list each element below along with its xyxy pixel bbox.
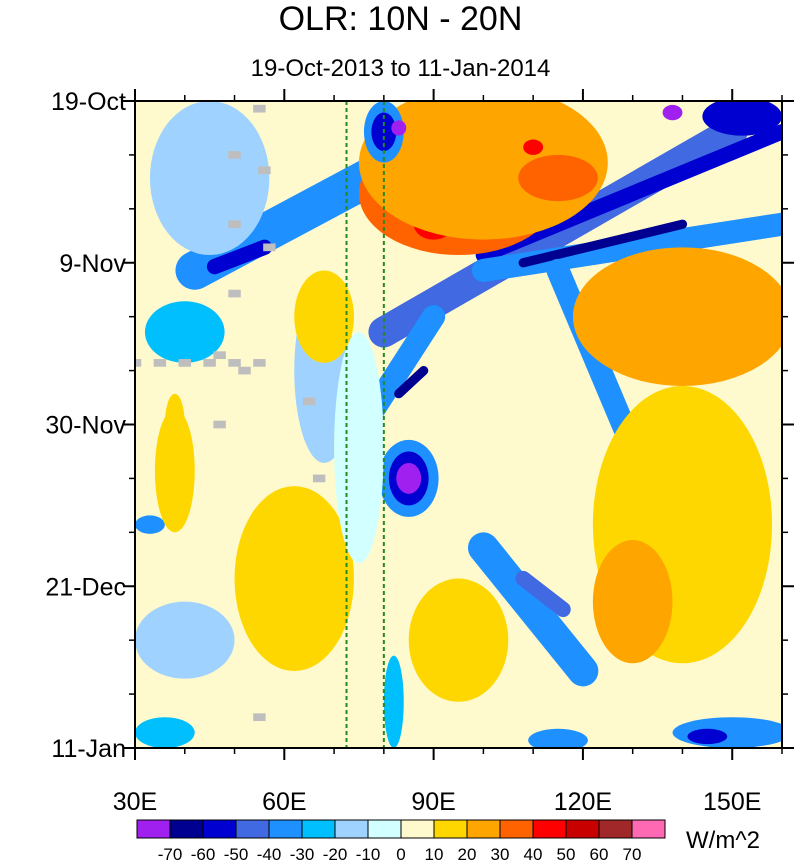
missing-data-cell-17 (253, 713, 266, 722)
colorbar-level-label-0: -70 (158, 845, 183, 863)
colorbar-swatch-9 (433, 819, 468, 839)
colorbar-level-label-9: 20 (458, 845, 477, 863)
missing-data-cell-15 (213, 420, 226, 429)
colorbar-swatch-7 (367, 819, 402, 839)
reference-lines (345, 101, 385, 748)
anomaly-blob-28 (135, 601, 235, 679)
anomaly-blob-42 (144, 301, 225, 363)
missing-data-cell-0 (253, 104, 266, 113)
anomaly-band-6 (362, 305, 446, 421)
colorbar-level-label-12: 50 (557, 845, 576, 863)
anomaly-blob-27 (135, 515, 165, 534)
colorbar-swatch-8 (400, 819, 435, 839)
anomaly-blob-31 (154, 409, 195, 533)
colorbar-swatch-12 (532, 819, 567, 839)
missing-data-cell-1 (228, 151, 241, 159)
colorbar-level-label-10: 30 (491, 845, 510, 863)
colorbar-swatch-13 (565, 819, 600, 839)
missing-data-cell-3 (228, 220, 241, 229)
colorbar-swatch-0 (136, 819, 171, 839)
colorbar-level-label-5: -20 (323, 845, 348, 863)
x-tick-label-2: 90E (411, 788, 455, 816)
colorbar-level-label-6: -10 (356, 845, 381, 863)
anomaly-blob-18 (523, 139, 544, 155)
colorbar-level-label-4: -30 (290, 845, 315, 863)
colorbar-swatch-11 (499, 819, 534, 839)
anomaly-blob-26 (396, 463, 422, 494)
y-tick-label-2: 30-Nov (45, 412, 126, 440)
anomaly-blob-29 (135, 717, 195, 748)
anomaly-band-8 (467, 532, 599, 687)
colorbar-swatch-10 (466, 819, 501, 839)
anomaly-blob-23 (662, 104, 683, 121)
anomaly-blob-33 (592, 540, 673, 664)
colorbar-swatch-5 (301, 819, 336, 839)
colorbar-swatch-4 (268, 819, 303, 839)
missing-data-cell-10 (228, 359, 241, 367)
x-tick-label-0: 30E (113, 788, 157, 816)
colorbar-swatch-6 (334, 819, 369, 839)
anomaly-band-9 (515, 570, 571, 618)
colorbar-unit-label: W/m^2 (686, 827, 760, 854)
anomaly-blob-17 (518, 154, 598, 202)
y-tick-label-0: 19-Oct (51, 88, 126, 116)
anomaly-blob-38 (383, 655, 404, 748)
missing-data-cell-11 (253, 359, 266, 367)
colorbar-swatch-1 (169, 819, 204, 839)
colorbar-level-label-11: 40 (524, 845, 543, 863)
anomaly-blob-37 (528, 728, 588, 748)
anomaly-blob-34 (408, 578, 509, 702)
anomaly-blob-22 (702, 101, 782, 136)
anomaly-band-3 (475, 124, 782, 263)
anomaly-band-5 (518, 219, 688, 268)
colorbar-level-label-8: 10 (425, 845, 444, 863)
axes: 30E 60E 90E 120E 150E 19-Oct 9-Nov 30-Nov 21-Dec… (45, 88, 794, 816)
anomaly-blob-41 (149, 101, 270, 256)
missing-data-cell-6 (135, 359, 142, 367)
anomaly-blob-43 (294, 270, 354, 363)
colorbar-level-label-3: -40 (257, 845, 282, 863)
colorbar-level-label-14: 70 (623, 845, 642, 863)
anomaly-blob-21 (391, 120, 407, 136)
missing-data-cell-13 (238, 366, 251, 375)
missing-data-cell-9 (203, 359, 216, 367)
y-tick-label-1: 9-Nov (59, 250, 126, 278)
colorbar-level-label-13: 60 (590, 845, 609, 863)
colorbar-swatch-3 (235, 819, 270, 839)
colorbar-swatch-2 (202, 819, 237, 839)
x-tick-label-3: 120E (554, 788, 612, 816)
chart-title: OLR: 10N - 20N (278, 0, 523, 38)
missing-data-cell-7 (153, 359, 167, 367)
colorbar-level-label-2: -50 (224, 845, 249, 863)
y-tick-label-4: 11-Jan (51, 735, 126, 763)
anomaly-blob-36 (687, 728, 728, 745)
x-tick-label-4: 150E (703, 788, 761, 816)
anomaly-blob-13 (358, 101, 608, 240)
colorbar-swatch-14 (598, 819, 633, 839)
x-tick-label-1: 60E (262, 788, 306, 816)
missing-data-cell-4 (263, 243, 276, 252)
anomaly-band-7 (394, 365, 429, 399)
missing-data-cell-16 (312, 474, 326, 483)
anomaly-blob-16 (573, 247, 782, 386)
missing-data-cell-14 (302, 397, 316, 406)
plot-area (135, 101, 782, 748)
missing-data-cell-2 (258, 166, 271, 175)
y-tick-label-3: 21-Dec (45, 573, 126, 601)
colorbar: -70 -60 -50 -40 -30 -20 -10 0 10 20 30 40 50 60 70 W/m^… (136, 819, 760, 863)
colorbar-level-label-1: -60 (191, 845, 216, 863)
chart-subtitle: 19-Oct-2013 to 11-Jan-2014 (250, 55, 551, 82)
missing-data-cell-12 (213, 351, 226, 360)
anomaly-blob-40 (334, 332, 384, 564)
colorbar-level-label-7: 0 (396, 845, 405, 863)
anomaly-band-10 (546, 258, 645, 460)
anomaly-band-1 (206, 239, 273, 275)
anomaly-blob-44 (164, 393, 185, 456)
colorbar-swatch-15 (631, 819, 666, 839)
missing-data-cell-8 (178, 359, 191, 367)
missing-data-cell-5 (228, 289, 241, 298)
anomaly-blob-30 (234, 486, 354, 671)
